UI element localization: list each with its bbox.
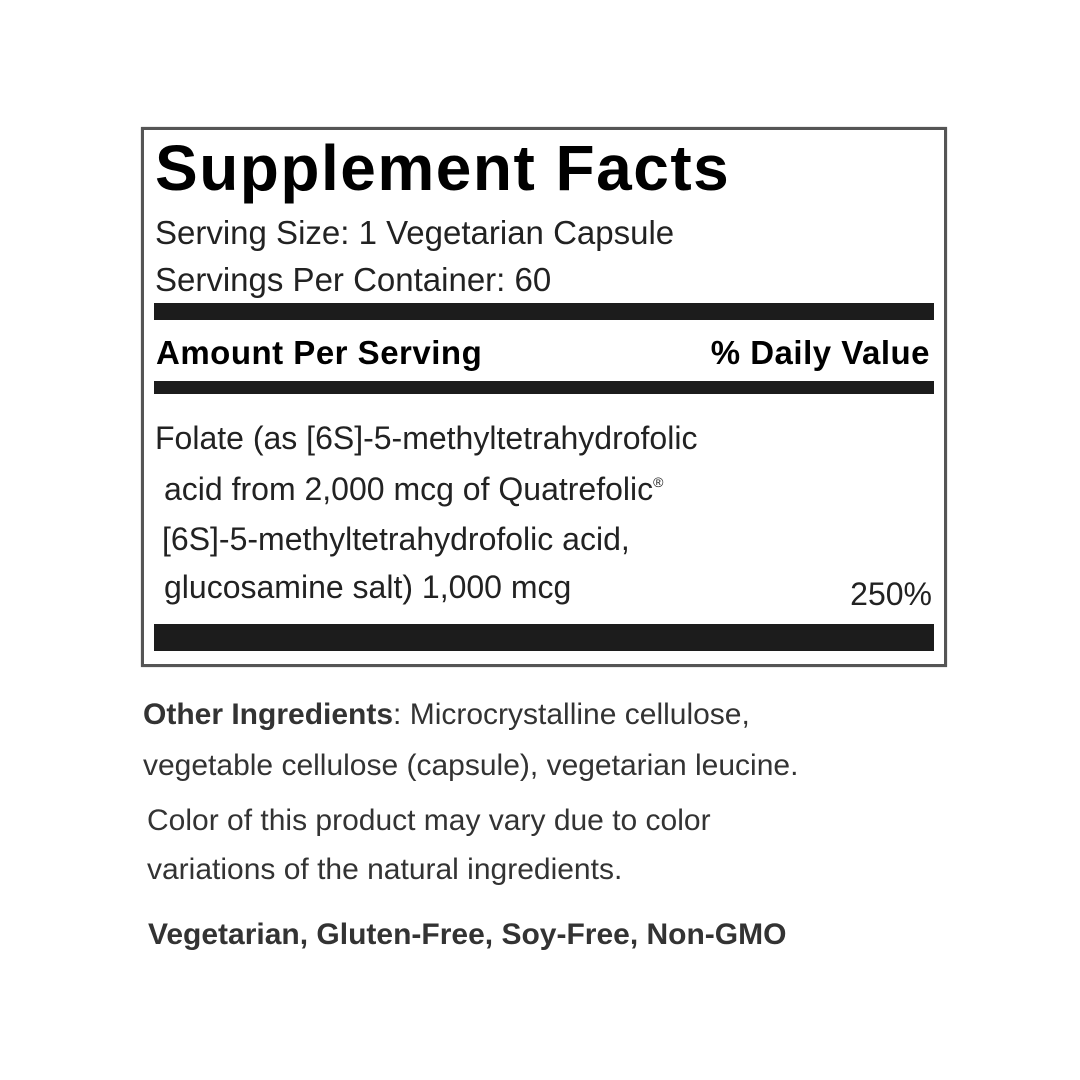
color-note-line2: variations of the natural ingredients. — [147, 853, 623, 886]
other-ingredients: Other Ingredients: Microcrystalline cell… — [143, 700, 750, 730]
other-ingredients-label: Other Ingredients — [143, 698, 394, 731]
dietary-claims: Vegetarian, Gluten-Free, Soy-Free, Non-G… — [148, 918, 787, 951]
divider-medium — [154, 381, 934, 394]
ingredient-line-text: acid from 2,000 mcg of Quatrefolic — [164, 471, 654, 507]
serving-size: Serving Size: 1 Vegetarian Capsule — [155, 214, 675, 251]
registered-mark: ® — [653, 474, 664, 490]
panel-title: Supplement Facts — [155, 132, 731, 204]
servings-per-container: Servings Per Container: 60 — [155, 261, 552, 298]
other-ingredients-text: : Microcrystalline cellulose, — [393, 698, 750, 731]
ingredient-line: [6S]-5-methyltetrahydrofolic acid, — [162, 521, 630, 557]
daily-value-header: % Daily Value — [710, 334, 930, 371]
amount-per-serving-header: Amount Per Serving — [156, 334, 483, 371]
ingredient-line: glucosamine salt) 1,000 mcg — [164, 569, 572, 605]
divider-thick — [154, 303, 934, 320]
ingredient-line: acid from 2,000 mcg of Quatrefolic® — [164, 473, 663, 505]
daily-value: 250% — [850, 576, 932, 612]
supplement-facts-panel — [141, 127, 947, 667]
ingredient-line: Folate (as [6S]-5-methyltetrahydrofolic — [155, 420, 698, 456]
divider-bottom — [154, 624, 934, 651]
color-note-line1: Color of this product may vary due to co… — [147, 804, 711, 837]
other-ingredients-line2: vegetable cellulose (capsule), vegetaria… — [143, 749, 799, 782]
